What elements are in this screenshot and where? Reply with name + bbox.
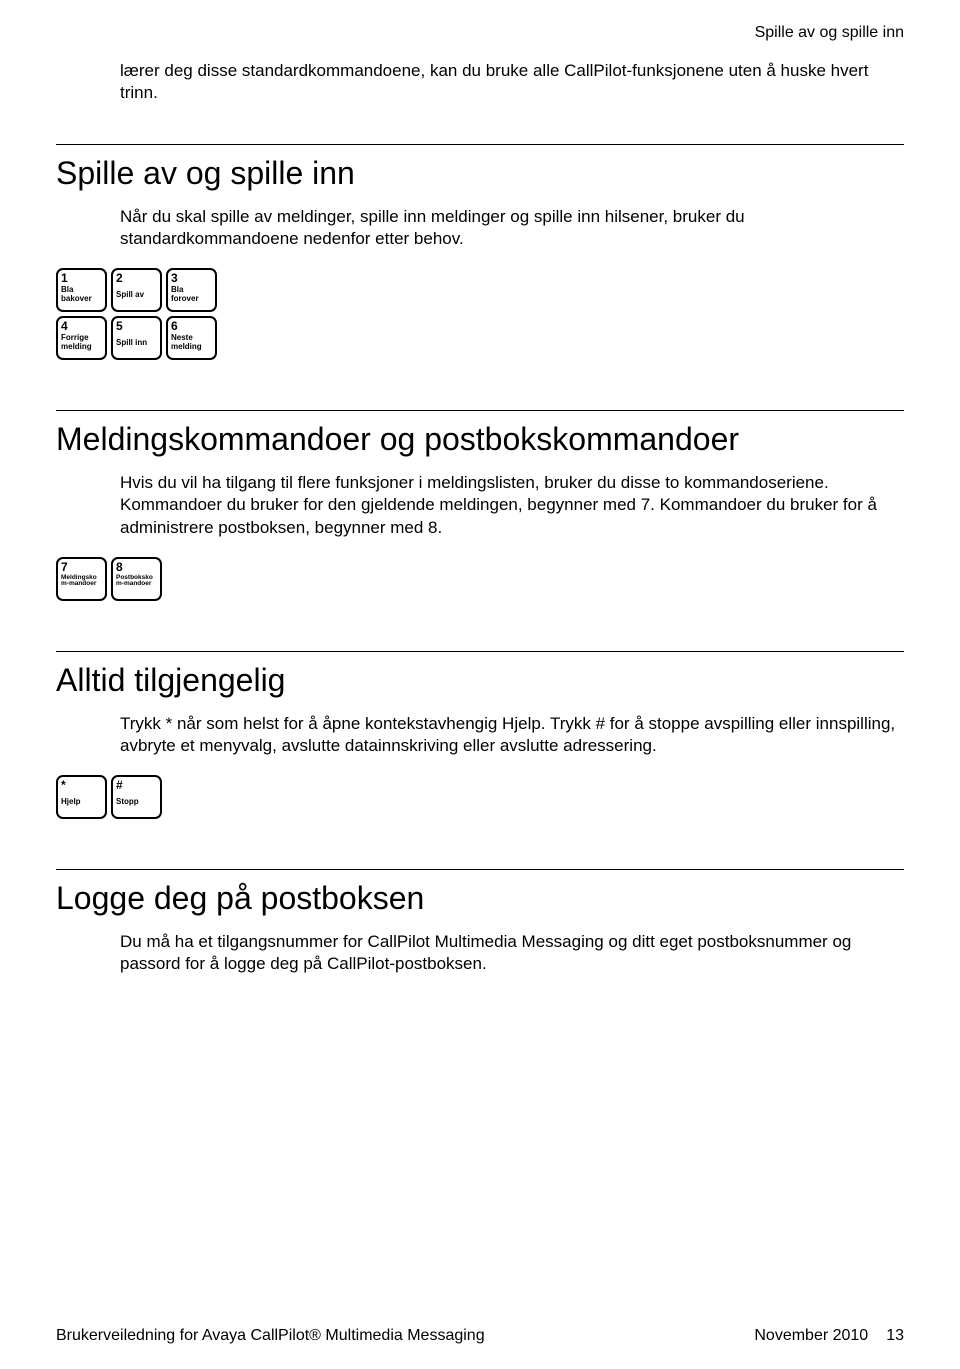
key-hash: # Stopp bbox=[111, 775, 162, 819]
keypad-section1: 1 Bla bakover 2 Spill av 3 Bla forover 4… bbox=[56, 268, 904, 360]
key-hash-label: Stopp bbox=[116, 798, 157, 806]
key-8-num: 8 bbox=[116, 561, 157, 573]
key-7: 7 Meldingskom-mandoer bbox=[56, 557, 107, 601]
keypad-section3: * Hjelp # Stopp bbox=[56, 775, 904, 819]
key-star-label: Hjelp bbox=[61, 798, 102, 806]
key-8-label: Postbokskom-mandoer bbox=[116, 575, 157, 589]
section-spille-body: Når du skal spille av meldinger, spille … bbox=[120, 206, 904, 250]
key-7-num: 7 bbox=[61, 561, 102, 573]
section-alltid-title: Alltid tilgjengelig bbox=[56, 662, 904, 699]
key-4-label: Forrige melding bbox=[61, 334, 102, 351]
intro-paragraph: lærer deg disse standardkommandoene, kan… bbox=[120, 60, 904, 104]
key-2-label: Spill av bbox=[116, 291, 157, 299]
footer-right: November 2010 13 bbox=[754, 1327, 904, 1345]
key-1-num: 1 bbox=[61, 272, 102, 284]
section-meldingskommandoer: Meldingskommandoer og postbokskommandoer… bbox=[56, 410, 904, 600]
key-4-num: 4 bbox=[61, 320, 102, 332]
footer-page: 13 bbox=[886, 1327, 904, 1345]
key-8: 8 Postbokskom-mandoer bbox=[111, 557, 162, 601]
key-2: 2 Spill av bbox=[111, 268, 162, 312]
keypad-row-4: * Hjelp # Stopp bbox=[56, 775, 904, 819]
key-6: 6 Neste melding bbox=[166, 316, 217, 360]
section-logge-title: Logge deg på postboksen bbox=[56, 880, 904, 917]
section-spille-title: Spille av og spille inn bbox=[56, 155, 904, 192]
key-5: 5 Spill inn bbox=[111, 316, 162, 360]
key-1-label: Bla bakover bbox=[61, 286, 102, 303]
key-6-label: Neste melding bbox=[171, 334, 212, 351]
keypad-section2: 7 Meldingskom-mandoer 8 Postbokskom-mand… bbox=[56, 557, 904, 601]
footer-left: Brukerveiledning for Avaya CallPilot® Mu… bbox=[56, 1327, 485, 1345]
key-hash-num: # bbox=[116, 779, 157, 791]
keypad-row-3: 7 Meldingskom-mandoer 8 Postbokskom-mand… bbox=[56, 557, 904, 601]
key-7-label: Meldingskom-mandoer bbox=[61, 575, 102, 589]
header-chapter: Spille av og spille inn bbox=[755, 24, 904, 42]
key-3: 3 Bla forover bbox=[166, 268, 217, 312]
section-spille: Spille av og spille inn Når du skal spil… bbox=[56, 144, 904, 360]
key-5-label: Spill inn bbox=[116, 339, 157, 347]
page-footer: Brukerveiledning for Avaya CallPilot® Mu… bbox=[56, 1327, 904, 1345]
key-6-num: 6 bbox=[171, 320, 212, 332]
key-star-num: * bbox=[61, 779, 102, 791]
keypad-row-1: 1 Bla bakover 2 Spill av 3 Bla forover bbox=[56, 268, 904, 312]
keypad-row-2: 4 Forrige melding 5 Spill inn 6 Neste me… bbox=[56, 316, 904, 360]
key-1: 1 Bla bakover bbox=[56, 268, 107, 312]
section-logge: Logge deg på postboksen Du må ha et tilg… bbox=[56, 869, 904, 975]
section-meldingskommandoer-title: Meldingskommandoer og postbokskommandoer bbox=[56, 421, 904, 458]
key-star: * Hjelp bbox=[56, 775, 107, 819]
footer-date: November 2010 bbox=[754, 1327, 868, 1345]
key-3-label: Bla forover bbox=[171, 286, 212, 303]
section-meldingskommandoer-body: Hvis du vil ha tilgang til flere funksjo… bbox=[120, 472, 904, 538]
section-alltid: Alltid tilgjengelig Trykk * når som hels… bbox=[56, 651, 904, 819]
key-5-num: 5 bbox=[116, 320, 157, 332]
key-3-num: 3 bbox=[171, 272, 212, 284]
key-2-num: 2 bbox=[116, 272, 157, 284]
key-4: 4 Forrige melding bbox=[56, 316, 107, 360]
section-logge-body: Du må ha et tilgangsnummer for CallPilot… bbox=[120, 931, 904, 975]
section-alltid-body: Trykk * når som helst for å åpne konteks… bbox=[120, 713, 904, 757]
